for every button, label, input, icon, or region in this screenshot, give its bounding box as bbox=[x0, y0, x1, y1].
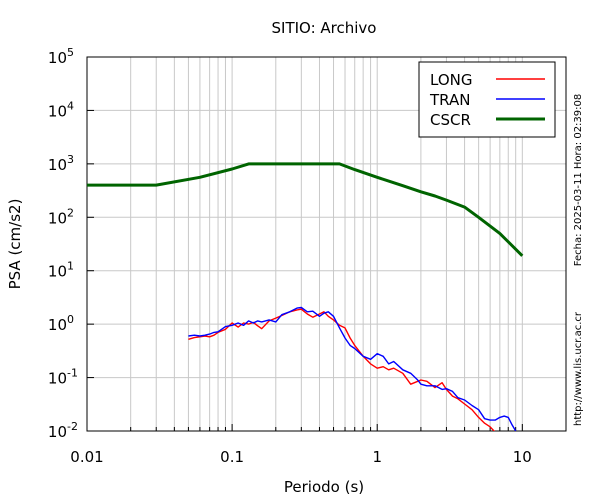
y-tick-exponent: 0 bbox=[67, 313, 74, 326]
y-tick-label: 10 bbox=[48, 102, 67, 120]
x-tick-label: 0.1 bbox=[220, 448, 244, 466]
y-tick-label: 10 bbox=[48, 209, 67, 227]
y-tick-exponent: 5 bbox=[67, 46, 74, 59]
y-tick-exponent: 4 bbox=[67, 99, 74, 112]
series-lines bbox=[87, 162, 524, 431]
x-axis-label: Periodo (s) bbox=[284, 478, 364, 496]
chart-title: SITIO: Archivo bbox=[272, 19, 377, 37]
y-tick-label: 10 bbox=[48, 423, 67, 441]
x-tick-label: 10 bbox=[513, 448, 532, 466]
legend-label-tran: TRAN bbox=[429, 91, 470, 109]
y-tick-exponent: 1 bbox=[67, 260, 74, 273]
date-stamp: Fecha: 2025-03-11 Hora: 02:39:08 bbox=[573, 94, 584, 267]
x-tick-label: 0.01 bbox=[70, 448, 103, 466]
series-line-tran bbox=[188, 306, 517, 431]
y-tick-label: 10 bbox=[48, 370, 67, 388]
legend: LONG TRAN CSCR bbox=[418, 61, 556, 138]
legend-label-long: LONG bbox=[430, 71, 472, 89]
legend-label-cscr: CSCR bbox=[430, 111, 471, 129]
y-tick-label: 10 bbox=[48, 316, 67, 334]
y-tick-label: 10 bbox=[48, 156, 67, 174]
plot-frame bbox=[86, 56, 567, 432]
series-line-cscr bbox=[87, 162, 524, 257]
y-tick-label: 10 bbox=[48, 263, 67, 281]
y-tick-label: 10 bbox=[48, 49, 67, 67]
y-tick-exponent: 2 bbox=[67, 206, 74, 219]
grid-lines bbox=[86, 56, 567, 432]
series-line-long bbox=[188, 308, 496, 431]
source-url: http://www.lis.ucr.ac.cr bbox=[573, 311, 584, 426]
y-axis-label: PSA (cm/s2) bbox=[6, 199, 24, 290]
y-tick-exponent: -2 bbox=[67, 420, 78, 433]
x-tick-label: 1 bbox=[372, 448, 382, 466]
x-tick-labels: 0.01 0.1 1 10 bbox=[70, 448, 532, 466]
y-tick-exponent: -1 bbox=[67, 367, 78, 380]
y-tick-exponent: 3 bbox=[67, 153, 74, 166]
axis-ticks bbox=[86, 56, 567, 432]
